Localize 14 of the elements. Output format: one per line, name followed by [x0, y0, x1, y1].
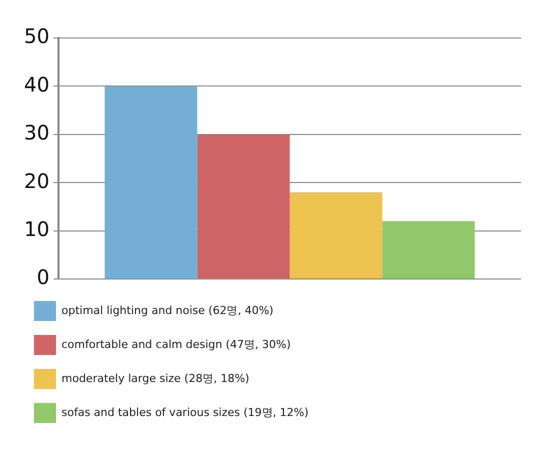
legend-label: moderately large size (28명, 18%) [62, 372, 250, 385]
bar [197, 134, 290, 278]
y-tick-label: 40 [24, 72, 50, 96]
y-tick-label: 30 [24, 120, 50, 145]
bar [290, 192, 382, 278]
bar [104, 86, 198, 278]
legend-label: comfortable and calm design (47명, 30%) [62, 338, 291, 351]
y-tick-label: 10 [24, 217, 50, 242]
legend-label: sofas and tables of various sizes (19명, 12%) [62, 406, 309, 419]
y-tick-label: 0 [36, 265, 50, 290]
bar [382, 221, 475, 278]
legend-label: optimal lighting and noise (62명, 40%) [62, 304, 274, 317]
y-tick-label: 20 [24, 168, 50, 193]
y-tick-label: 50 [24, 24, 50, 48]
